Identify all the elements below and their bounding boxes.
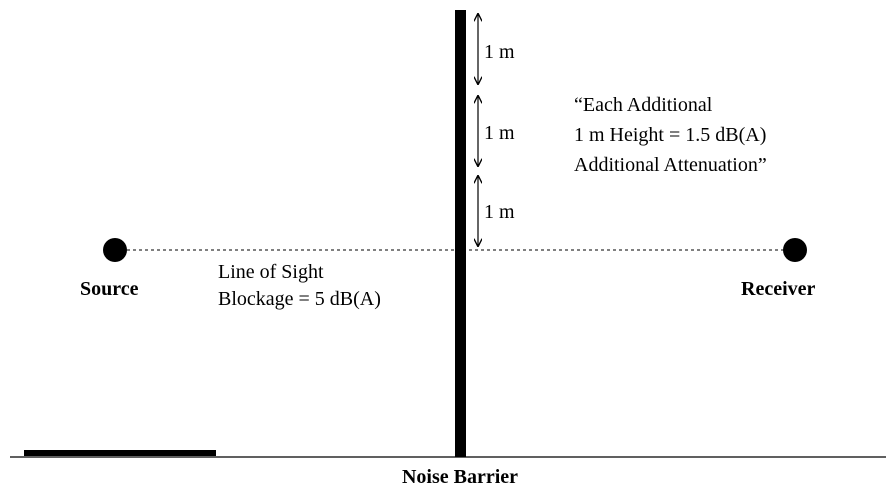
height-note-line-3: Additional Attenuation” [574, 154, 767, 176]
height-note-line-2: 1 m Height = 1.5 dB(A) [574, 124, 766, 146]
height-note-line-1: “Each Additional [574, 94, 713, 116]
segment-label-2: 1 m [484, 122, 515, 144]
receiver-point [783, 238, 807, 262]
source-label: Source [80, 278, 139, 300]
segment-label-1: 1 m [484, 41, 515, 63]
line-of-sight-label-1: Line of Sight [218, 261, 324, 283]
source-point [103, 238, 127, 262]
ground-segment [24, 450, 216, 456]
receiver-label: Receiver [741, 278, 816, 300]
segment-label-3: 1 m [484, 201, 515, 223]
noise-barrier-wall [455, 10, 466, 457]
noise-barrier-label: Noise Barrier [402, 466, 518, 488]
line-of-sight-label-2: Blockage = 5 dB(A) [218, 288, 381, 310]
